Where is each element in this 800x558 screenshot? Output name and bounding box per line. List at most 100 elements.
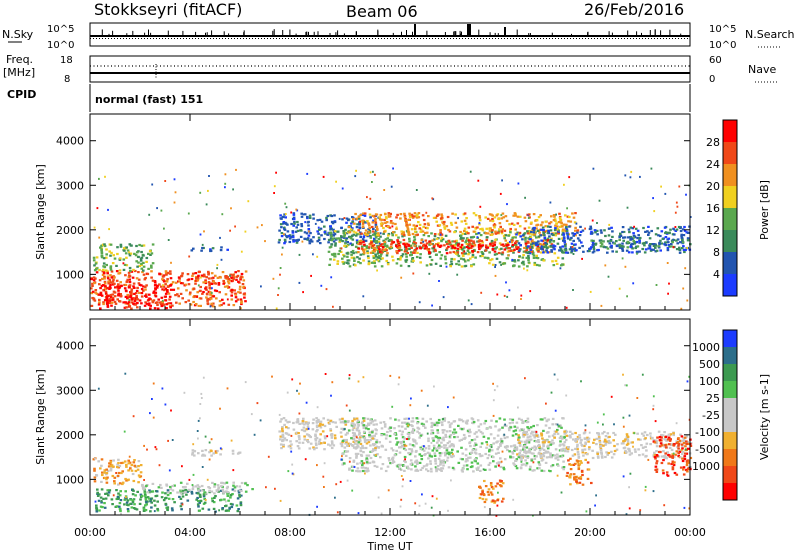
power-cell-2 bbox=[208, 281, 211, 283]
velocity-cell-4 bbox=[374, 419, 377, 421]
power-scatter-point bbox=[437, 244, 439, 246]
velocity-cell-6 bbox=[624, 438, 627, 440]
power-scatter-point bbox=[627, 207, 629, 209]
power-cell-7 bbox=[478, 240, 481, 242]
power-cell-8 bbox=[478, 244, 481, 246]
velocity-cell-6 bbox=[541, 437, 544, 439]
velocity-cell-6 bbox=[520, 449, 523, 451]
power-scatter-point bbox=[108, 228, 110, 230]
velocity-cell-4 bbox=[352, 445, 355, 447]
power-cell-6 bbox=[372, 234, 375, 236]
power-scatter-point bbox=[619, 288, 621, 290]
power-colorbar-swatch bbox=[723, 230, 737, 252]
velocity-cell-0 bbox=[97, 495, 100, 497]
velocity-cell-0 bbox=[102, 498, 105, 500]
power-cell-10 bbox=[630, 238, 633, 240]
power-scatter-point bbox=[229, 275, 231, 277]
velocity-cell-4 bbox=[331, 433, 334, 435]
power-cell-1 bbox=[153, 291, 156, 293]
power-cell-7 bbox=[404, 250, 407, 252]
velocity-cell-6 bbox=[531, 447, 534, 449]
power-scatter-point bbox=[273, 192, 275, 194]
power-cell-9 bbox=[453, 231, 456, 233]
velocity-cell-5 bbox=[557, 465, 560, 467]
velocity-cell-5 bbox=[544, 417, 547, 419]
power-cell-9 bbox=[475, 214, 478, 216]
power-cell-11 bbox=[592, 240, 595, 242]
power-cell-0 bbox=[211, 272, 214, 274]
velocity-cell-1 bbox=[220, 482, 223, 484]
velocity-cell-1 bbox=[217, 484, 220, 486]
power-cell-9 bbox=[553, 219, 556, 221]
power-scatter-point bbox=[162, 284, 164, 286]
power-scatter-point bbox=[207, 190, 209, 192]
velocity-cell-0 bbox=[145, 498, 148, 500]
velocity-cell-4 bbox=[304, 438, 307, 440]
velocity-heatmap bbox=[93, 373, 693, 517]
velocity-cell-3 bbox=[205, 449, 208, 451]
velocity-cell-2 bbox=[95, 474, 98, 476]
velocity-cell-9 bbox=[669, 440, 672, 442]
power-cell-6 bbox=[464, 260, 467, 262]
power-cell-6 bbox=[538, 264, 541, 266]
power-scatter-point bbox=[463, 251, 465, 253]
velocity-cell-8 bbox=[582, 484, 585, 486]
velocity-cell-5 bbox=[348, 468, 351, 470]
velocity-cell-0 bbox=[100, 506, 103, 508]
power-cell-5 bbox=[297, 239, 300, 241]
power-cell-9 bbox=[550, 215, 553, 217]
velocity-cell-5 bbox=[525, 464, 528, 466]
velocity-cell-6 bbox=[604, 456, 607, 458]
power-cell-0 bbox=[147, 273, 150, 275]
power-cell-0 bbox=[240, 298, 243, 300]
velocity-cell-1 bbox=[211, 491, 214, 493]
power-cell-10 bbox=[626, 250, 629, 252]
power-cell-9 bbox=[495, 233, 498, 235]
velocity-cell-5 bbox=[380, 468, 383, 470]
power-cell-10 bbox=[648, 232, 651, 234]
velocity-cell-0 bbox=[124, 490, 127, 492]
velocity-cell-5 bbox=[429, 460, 432, 462]
velocity-cell-5 bbox=[477, 462, 480, 464]
velocity-cell-6 bbox=[671, 449, 674, 451]
velocity-cell-6 bbox=[526, 439, 529, 441]
velocity-cell-0 bbox=[144, 492, 147, 494]
power-cell-7 bbox=[469, 242, 472, 244]
velocity-cell-5 bbox=[386, 431, 389, 433]
power-cell-3 bbox=[140, 260, 143, 262]
velocity-cell-1 bbox=[239, 489, 242, 491]
velocity-cell-5 bbox=[363, 424, 366, 426]
velocity-cell-5 bbox=[394, 454, 397, 456]
power-scatter-point bbox=[478, 232, 480, 234]
velocity-cell-5 bbox=[548, 427, 551, 429]
velocity-cell-2 bbox=[105, 469, 108, 471]
power-cell-4 bbox=[210, 250, 213, 252]
velocity-cell-9 bbox=[665, 446, 668, 448]
power-cell-10 bbox=[638, 240, 641, 242]
power-cell-0 bbox=[168, 298, 171, 300]
velocity-cell-4 bbox=[303, 430, 306, 432]
power-cell-6 bbox=[378, 257, 381, 259]
power-cell-6 bbox=[465, 240, 468, 242]
power-cell-5 bbox=[325, 217, 328, 219]
power-cell-9 bbox=[568, 216, 571, 218]
power-cell-6 bbox=[370, 237, 373, 239]
power-cell-3 bbox=[109, 267, 112, 269]
velocity-cell-5 bbox=[368, 424, 371, 426]
velocity-cell-9 bbox=[666, 471, 669, 473]
power-cell-8 bbox=[419, 247, 422, 249]
power-cell-0 bbox=[126, 281, 129, 283]
power-cell-9 bbox=[443, 221, 446, 223]
power-scatter-point bbox=[672, 239, 674, 241]
power-cell-10 bbox=[647, 234, 650, 236]
nave-label: Nave bbox=[748, 63, 776, 76]
velocity-cell-0 bbox=[126, 502, 129, 504]
power-cell-5 bbox=[346, 218, 349, 220]
power-cell-9 bbox=[427, 223, 430, 225]
power-cell-5 bbox=[293, 214, 296, 216]
power-cell-7 bbox=[357, 251, 360, 253]
power-scatter-point bbox=[468, 299, 470, 301]
velocity-cell-5 bbox=[376, 466, 379, 468]
velocity-cell-5 bbox=[539, 464, 542, 466]
power-cell-9 bbox=[567, 220, 570, 222]
